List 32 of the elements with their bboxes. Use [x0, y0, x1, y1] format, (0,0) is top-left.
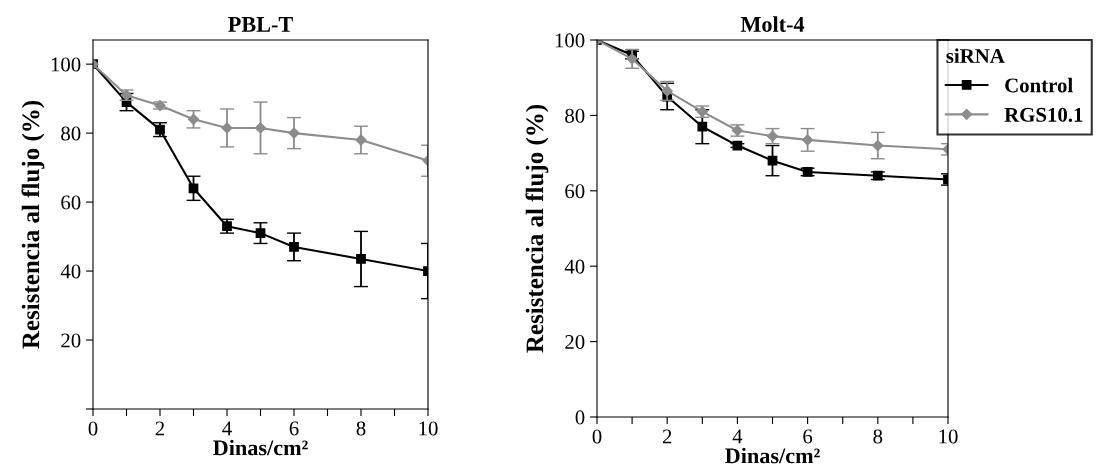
y-tick-label: 80 [61, 126, 81, 141]
x-tick-label: 8 [356, 421, 366, 436]
x-tick-label: 4 [732, 429, 743, 444]
x-tick-label: 6 [803, 429, 813, 444]
y-tick-label: 60 [565, 184, 585, 199]
x-axis-title: Dinas/cm² [213, 439, 308, 456]
y-tick-label: 20 [61, 333, 81, 348]
x-tick-label: 4 [222, 421, 232, 436]
y-tick-label: 40 [564, 259, 585, 274]
y-tick-label: 60 [61, 195, 81, 210]
x-axis-title: Dinas/cm² [725, 447, 820, 464]
x-tick-label: 2 [155, 421, 165, 436]
x-tick-label: 10 [419, 421, 438, 436]
legend-label: Control [1005, 77, 1073, 93]
y-tick-label: 100 [51, 57, 81, 72]
y-tick-label: 0 [575, 410, 585, 425]
x-tick-label: 10 [939, 429, 958, 444]
chart-title: PBL-T [228, 17, 293, 32]
x-tick-label: 8 [873, 429, 883, 444]
y-axis-title: Resistencia al flujo (%) [525, 104, 549, 353]
y-tick-label: 40 [60, 264, 81, 279]
y-axis-title: Resistencia al flujo (%) [21, 100, 45, 349]
y-tick-label: 100 [555, 33, 585, 48]
x-tick-label: 2 [662, 429, 672, 444]
chart-title: Molt-4 [740, 16, 805, 32]
y-tick-label: 20 [565, 334, 585, 350]
y-tick-label: 80 [565, 108, 585, 123]
legend-title: siRNA [946, 48, 1005, 63]
x-tick-label: 0 [88, 421, 98, 436]
x-tick-label: 6 [289, 421, 299, 436]
x-tick-label: 0 [592, 429, 602, 444]
legend-label: RGS10.1 [1004, 107, 1083, 122]
